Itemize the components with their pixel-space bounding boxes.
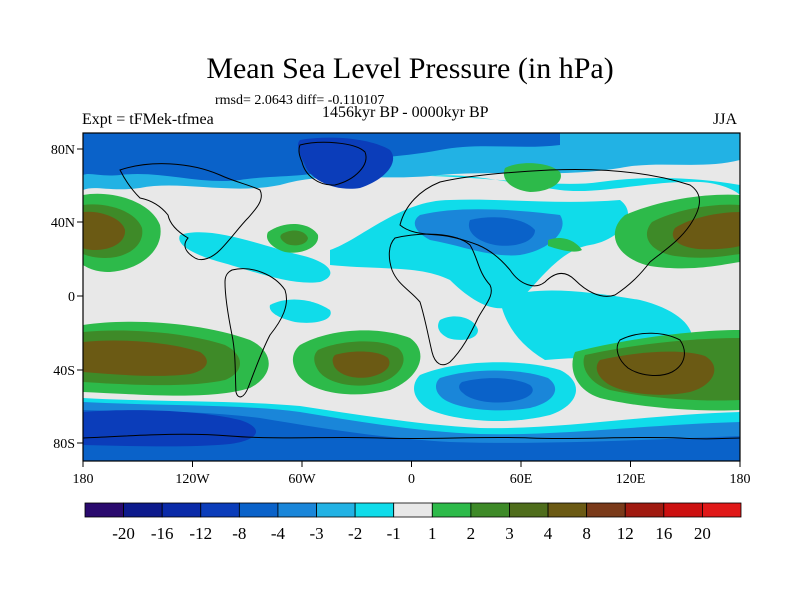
colorbar-label: -20 xyxy=(112,524,135,543)
colorbar-label: 12 xyxy=(617,524,634,543)
colorbar-label: 20 xyxy=(694,524,711,543)
colorbar-label: 1 xyxy=(428,524,437,543)
anomaly-south-indian-core xyxy=(596,351,715,395)
colorbar-label: 2 xyxy=(467,524,476,543)
chart-title: Mean Sea Level Pressure (in hPa) xyxy=(206,52,614,85)
anomaly-amundsen-low-core xyxy=(83,410,257,447)
anomaly-middle-east-core xyxy=(468,217,535,246)
x-tick-label: 0 xyxy=(408,472,415,487)
colorbar-swatch xyxy=(84,502,124,518)
x-tick-label: 60W xyxy=(288,472,316,487)
x-tick-label: 180 xyxy=(73,472,94,487)
colorbar-label: -3 xyxy=(309,524,323,543)
experiment-label: Expt = tFMek-tfmea xyxy=(82,111,214,128)
anomaly-greenland-core xyxy=(297,137,394,189)
colorbar-swatch xyxy=(663,502,703,518)
anomaly-nw-pacific-core xyxy=(672,212,740,250)
colorbar-label: -16 xyxy=(151,524,174,543)
x-axis: 180 120W 60W 0 60E 120E 180 xyxy=(73,461,751,487)
anomaly-antarctic-blue xyxy=(83,410,740,461)
colorbar-swatch xyxy=(547,502,588,518)
season-label: JJA xyxy=(713,111,738,128)
colorbar-swatch xyxy=(354,502,395,518)
colorbar-swatch xyxy=(393,502,433,518)
colorbar: -20 -16 -12 -8 -4 -3 -2 -1 1 2 3 4 8 12 16 20 xyxy=(84,502,742,543)
colorbar-swatch xyxy=(509,502,549,518)
y-tick-label: 40N xyxy=(51,216,75,231)
anomaly-india-green xyxy=(548,238,582,252)
coastline-australia xyxy=(616,332,685,376)
anomaly-north-pacific-core xyxy=(83,211,126,250)
y-axis: 80N 40N 0 40S 80S xyxy=(51,143,83,452)
coastline-antarctica xyxy=(83,433,740,440)
coastline-eurasia xyxy=(399,169,700,297)
anomaly-south-pacific-core xyxy=(83,340,207,376)
colorbar-swatch xyxy=(624,502,665,518)
colorbar-swatch xyxy=(316,502,356,518)
colorbar-swatch xyxy=(161,502,202,518)
colorbar-label: 4 xyxy=(544,524,553,543)
anomaly-arctic-cyan xyxy=(430,175,740,195)
colorbar-label: 8 xyxy=(582,524,591,543)
y-tick-label: 0 xyxy=(68,290,75,305)
colorbar-label: -4 xyxy=(271,524,286,543)
anomaly-southern-ocean-core xyxy=(459,378,533,403)
colorbar-swatch xyxy=(431,502,472,518)
coastline-north-america xyxy=(119,163,262,261)
colorbar-label: 3 xyxy=(505,524,514,543)
x-tick-label: 180 xyxy=(730,472,751,487)
stats-line: rmsd= 2.0643 diff= -0.110107 xyxy=(215,93,385,108)
y-tick-label: 80N xyxy=(51,143,75,158)
anomaly-south-atlantic-core xyxy=(332,351,390,378)
coastlines xyxy=(83,141,740,440)
x-tick-label: 120W xyxy=(175,472,210,487)
colorbar-swatch xyxy=(586,502,626,518)
colorbar-swatch xyxy=(702,502,742,518)
anomaly-madagascar xyxy=(438,316,478,340)
anomaly-equatorial-atlantic xyxy=(269,299,331,323)
colorbar-swatch xyxy=(123,502,163,518)
colorbar-label: -1 xyxy=(387,524,401,543)
coastline-south-america xyxy=(224,268,287,398)
colorbar-swatch xyxy=(200,502,240,518)
x-tick-label: 60E xyxy=(510,472,533,487)
colorbar-label: -2 xyxy=(348,524,362,543)
colorbar-label: -8 xyxy=(232,524,246,543)
y-tick-label: 40S xyxy=(53,364,75,379)
coastline-africa xyxy=(388,233,492,366)
colorbar-swatch xyxy=(238,502,279,518)
anomaly-caribbean xyxy=(179,232,331,283)
y-tick-label: 80S xyxy=(53,437,75,452)
colorbar-swatch xyxy=(470,502,510,518)
colorbar-swatch xyxy=(277,502,317,518)
anomaly-north-atlantic-core xyxy=(280,230,308,246)
coastline-greenland xyxy=(298,141,367,186)
colorbar-label: -12 xyxy=(189,524,212,543)
period-label: 1456kyr BP - 0000kyr BP xyxy=(322,104,489,121)
x-tick-label: 120E xyxy=(616,472,646,487)
colorbar-label: 16 xyxy=(655,524,672,543)
